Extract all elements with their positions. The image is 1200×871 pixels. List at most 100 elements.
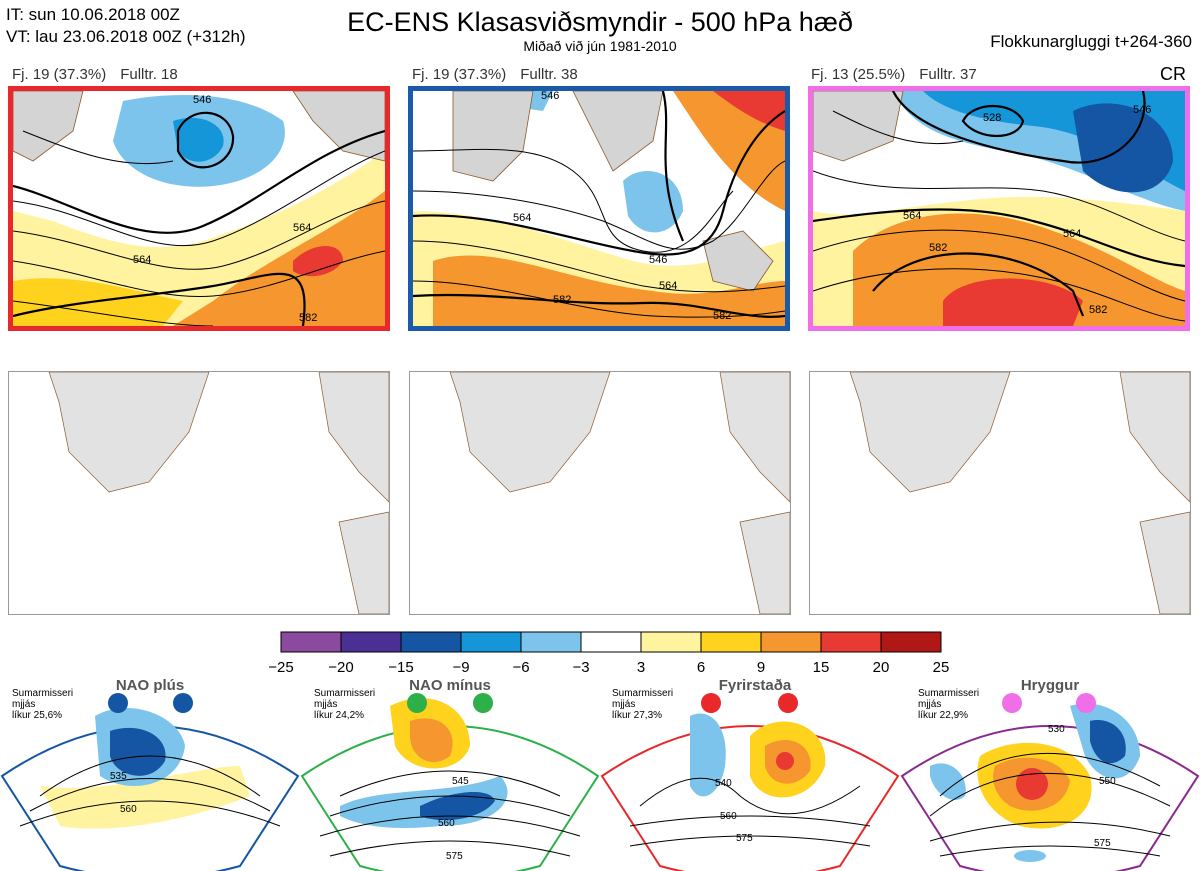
- classification-window: Flokkunargluggi t+264-360: [990, 32, 1192, 51]
- contour-label: 560: [120, 804, 137, 815]
- colorbar-tick-label: −3: [572, 659, 589, 676]
- colorbar-tick-label: 15: [813, 659, 830, 676]
- regime-info-line: líkur 25,6%: [12, 710, 63, 721]
- empty-map-2: [409, 371, 791, 615]
- colorbar-swatch: [280, 631, 342, 653]
- regime-name: Fyrirstaða: [718, 677, 792, 694]
- panel-3-label: Fj. 13 (25.5%) Fulltr. 37: [811, 66, 991, 83]
- colorbar-swatch: [880, 631, 942, 653]
- regime-dot: [407, 693, 427, 713]
- regime-ridge: 530 550 575 Hryggur Sumarmisseri mjjás l…: [900, 676, 1200, 871]
- contour-label: 546: [1133, 104, 1151, 116]
- regime-info-line: Sumarmisseri: [314, 688, 376, 699]
- contour-label: 564: [293, 222, 311, 234]
- regime-info-line: líkur 22,9%: [918, 710, 969, 721]
- colorbar-tick-label: −20: [328, 659, 353, 676]
- contour-label: 575: [1094, 838, 1111, 849]
- valid-time: VT: lau 23.06.2018 00Z (+312h): [6, 27, 246, 46]
- regime-dot: [778, 693, 798, 713]
- page-subtitle: Miðað við jún 1981-2010: [523, 38, 677, 54]
- colorbar-tick-label: 3: [637, 659, 645, 676]
- regime-dot: [701, 693, 721, 713]
- contour-label: 546: [193, 94, 211, 106]
- contour-label: 550: [1099, 776, 1116, 787]
- page-title: EC-ENS Klasasviðsmyndir - 500 hPa hæð: [347, 7, 853, 37]
- colorbar-swatch: [640, 631, 702, 653]
- regime-dot: [473, 693, 493, 713]
- regime-info: Sumarmisseri mjjás líkur 22,9%: [918, 688, 979, 721]
- regime-nao-plus: 535 560 NAO plús Sumarmisseri mjjás líku…: [0, 676, 300, 871]
- regime-name: NAO mínus: [409, 677, 491, 694]
- contour-label: 545: [452, 776, 469, 787]
- contour-label: 564: [903, 210, 921, 222]
- regime-info-line: mjjás: [612, 699, 636, 710]
- contour-label: 575: [736, 833, 753, 844]
- colorbar-tick-label: 25: [933, 659, 950, 676]
- panel-1-representative: Fulltr. 18: [120, 66, 178, 83]
- regime-dot: [108, 693, 128, 713]
- colorbar-swatch: [340, 631, 402, 653]
- regime-blocking: 540 560 575 Fyrirstaða Sumarmisseri mjjá…: [600, 676, 900, 871]
- colorbar-swatch: [760, 631, 822, 653]
- panel-1-cluster: Fj. 19 (37.3%): [12, 66, 107, 83]
- contour-label: 528: [983, 112, 1001, 124]
- panel-2-cluster: Fj. 19 (37.3%): [412, 66, 507, 83]
- contour-label: 560: [438, 818, 455, 829]
- regime-name: NAO plús: [115, 677, 185, 694]
- empty-map-3: [809, 371, 1191, 615]
- panel-3-representative: Fulltr. 37: [919, 66, 977, 83]
- colorbar-tick-label: 20: [873, 659, 890, 676]
- contour-label: 540: [715, 778, 732, 789]
- regime-info-line: mjjás: [918, 699, 942, 710]
- contour-label: 564: [513, 212, 531, 224]
- regime-info: Sumarmisseri mjjás líkur 24,2%: [314, 688, 375, 721]
- regime-info-line: líkur 27,3%: [612, 710, 663, 721]
- colorbar-swatch: [820, 631, 882, 653]
- regime-name: Hryggur: [1020, 677, 1080, 694]
- regime-info-line: Sumarmisseri: [12, 688, 74, 699]
- empty-map-1: [8, 371, 390, 615]
- panel-1-label: Fj. 19 (37.3%) Fulltr. 18: [12, 66, 192, 83]
- colorbar: −25 −20 −15 −9 −6 −3 3 6 9 15 20 25: [266, 630, 956, 678]
- regime-info: Sumarmisseri mjjás líkur 25,6%: [12, 688, 73, 721]
- colorbar-tick-label: −9: [452, 659, 469, 676]
- regime-info-line: Sumarmisseri: [612, 688, 674, 699]
- regime-code: CR: [1160, 64, 1186, 84]
- cluster-map-3: 528 546 564 564 582 582: [808, 86, 1190, 331]
- colorbar-tick-label: 6: [697, 659, 705, 676]
- regime-dot: [173, 693, 193, 713]
- panel-2-representative: Fulltr. 38: [520, 66, 578, 83]
- contour-label: 564: [1063, 228, 1081, 240]
- regime-info: Sumarmisseri mjjás líkur 27,3%: [612, 688, 673, 721]
- regime-info-line: líkur 24,2%: [314, 710, 365, 721]
- colorbar-swatch: [460, 631, 522, 653]
- cluster-map-2: 546 564 546 564 582 582: [408, 86, 790, 331]
- contour-label: 546: [649, 254, 667, 266]
- colorbar-tick-label: −6: [512, 659, 529, 676]
- contour-label: 582: [713, 310, 731, 322]
- contour-label: 546: [541, 91, 559, 102]
- colorbar-swatch: [700, 631, 762, 653]
- contour-label: 582: [929, 242, 947, 254]
- contour-label: 564: [133, 254, 151, 266]
- colorbar-tick-label: −25: [268, 659, 293, 676]
- regime-info-line: mjjás: [314, 699, 338, 710]
- contour-label: 530: [1048, 724, 1065, 735]
- contour-label: 560: [720, 811, 737, 822]
- regime-info-line: Sumarmisseri: [918, 688, 980, 699]
- contour-label: 564: [659, 280, 677, 292]
- initial-time: IT: sun 10.06.2018 00Z: [6, 5, 180, 24]
- colorbar-swatch: [580, 631, 642, 653]
- colorbar-swatch: [400, 631, 462, 653]
- colorbar-tick-label: 9: [757, 659, 765, 676]
- colorbar-swatch: [520, 631, 582, 653]
- contour-label: 535: [110, 771, 127, 782]
- panel-3-cluster: Fj. 13 (25.5%): [811, 66, 906, 83]
- contour-label: 582: [1089, 304, 1107, 316]
- contour-label: 575: [446, 851, 463, 862]
- panel-2-label: Fj. 19 (37.3%) Fulltr. 38: [412, 66, 592, 83]
- regime-dot: [1076, 693, 1096, 713]
- regime-info-line: mjjás: [12, 699, 36, 710]
- regime-dot: [1002, 693, 1022, 713]
- header-times: IT: sun 10.06.2018 00Z VT: lau 23.06.201…: [6, 4, 246, 48]
